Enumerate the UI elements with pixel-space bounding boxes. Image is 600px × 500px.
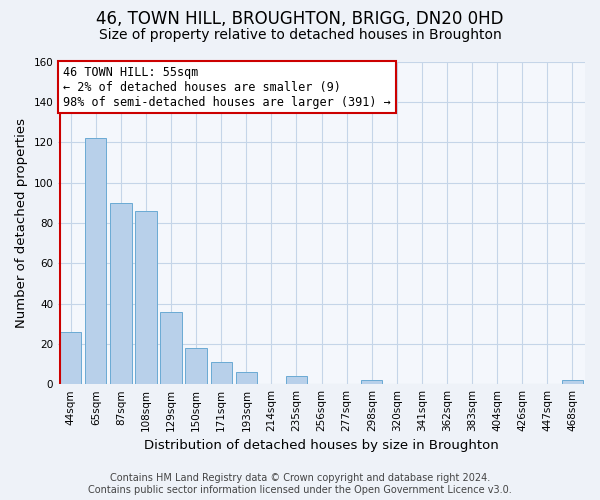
Text: 46, TOWN HILL, BROUGHTON, BRIGG, DN20 0HD: 46, TOWN HILL, BROUGHTON, BRIGG, DN20 0H… (96, 10, 504, 28)
Bar (361, 380, 382, 384)
Text: 46 TOWN HILL: 55sqm
← 2% of detached houses are smaller (9)
98% of semi-detached: 46 TOWN HILL: 55sqm ← 2% of detached hou… (63, 66, 391, 108)
Bar (236, 372, 257, 384)
Bar (286, 376, 307, 384)
X-axis label: Distribution of detached houses by size in Broughton: Distribution of detached houses by size … (144, 440, 499, 452)
Text: Size of property relative to detached houses in Broughton: Size of property relative to detached ho… (98, 28, 502, 42)
Y-axis label: Number of detached properties: Number of detached properties (15, 118, 28, 328)
Bar (136, 210, 157, 384)
Bar (60, 332, 82, 384)
Text: Contains HM Land Registry data © Crown copyright and database right 2024.
Contai: Contains HM Land Registry data © Crown c… (88, 474, 512, 495)
Bar (562, 380, 583, 384)
Bar (211, 362, 232, 384)
Bar (110, 202, 131, 384)
Bar (85, 138, 106, 384)
Bar (160, 312, 182, 384)
Bar (185, 348, 207, 384)
